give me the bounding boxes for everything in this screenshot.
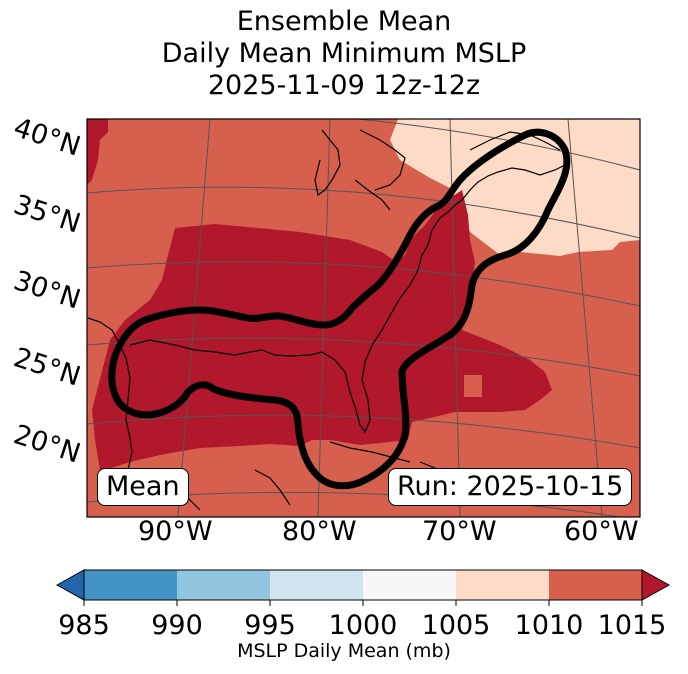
colorbar-tick-1005: 1005: [422, 610, 491, 641]
colorbar-segment-995-1000: [270, 570, 363, 600]
grid-meridian-90w: [177, 119, 211, 517]
colorbar-segment-990-995: [177, 570, 270, 600]
field-below-1010: [87, 119, 108, 185]
map-title-line-2: Daily Mean Minimum MSLP: [161, 38, 527, 69]
grid-parallel-20n: [87, 414, 640, 449]
field-below-1010: [92, 190, 552, 470]
lon-label-70w: 70°W: [422, 516, 497, 547]
lon-label-60w: 60°W: [564, 516, 639, 547]
map-title-line-1: Ensemble Mean: [236, 6, 452, 37]
field-lighter-patch: [464, 375, 482, 397]
grid-parallel-35n: [87, 186, 640, 239]
colorbar-tick-995: 995: [244, 610, 296, 641]
colorbar-tick-marks: [83, 600, 643, 606]
grid-meridian-60w: [567, 119, 603, 517]
colorbar-label: MSLP Daily Mean (mb): [237, 640, 451, 662]
colorbar-under-arrow: [55, 569, 85, 601]
colorbar-segment-1005-1010: [456, 570, 549, 600]
map-frame: [86, 118, 641, 518]
colorbar-tick-985: 985: [58, 610, 110, 641]
map-title-line-3: 2025-11-09 12z-12z: [207, 70, 481, 101]
colorbar-tick-1015: 1015: [598, 610, 667, 641]
grid-parallel-25n: [87, 337, 640, 377]
colorbar-tick-990: 990: [151, 610, 203, 641]
grid-parallel-30n: [87, 261, 640, 307]
colorbar-over-arrow: [641, 569, 671, 601]
colorbar-tick-1000: 1000: [329, 610, 398, 641]
colorbar-tick-1010: 1010: [515, 610, 584, 641]
colorbar-segment-1010-1015: [549, 570, 642, 600]
mean-inset-label: Mean: [97, 468, 189, 506]
lon-label-80w: 80°W: [282, 516, 357, 547]
field-1005-1010: [390, 119, 640, 256]
colorbar-segment-1000-1005: [363, 570, 456, 600]
colorbar-segment-985-990: [84, 570, 177, 600]
run-date-inset-label: Run: 2025-10-15: [388, 468, 633, 506]
contour-1010: [108, 128, 571, 490]
lon-label-90w: 90°W: [138, 516, 213, 547]
